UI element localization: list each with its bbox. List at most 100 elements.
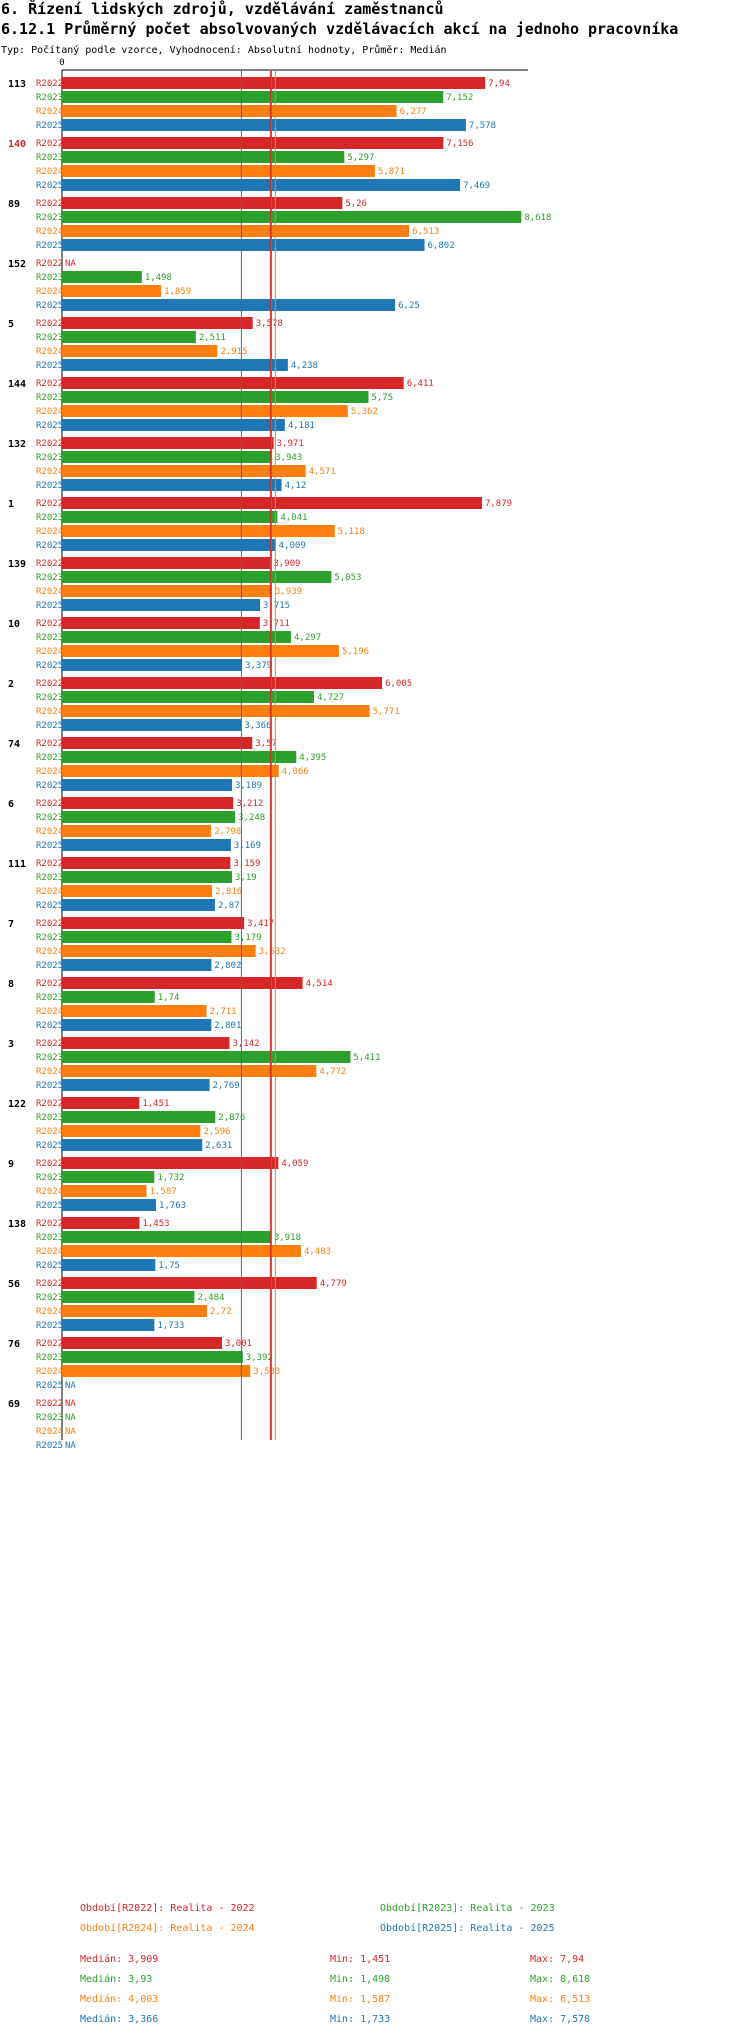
bar-152-r2024 xyxy=(62,285,162,297)
value-label: 3,212 xyxy=(236,799,263,809)
stat-min-r2025: Min: 1,733 xyxy=(330,2014,391,2025)
value-label: 3,379 xyxy=(245,661,272,671)
bar-5-r2022 xyxy=(62,317,253,329)
series-label-r2023: R2023 xyxy=(36,213,63,223)
value-label: 2,511 xyxy=(199,333,226,343)
value-label: 1,498 xyxy=(145,273,172,283)
bar-1-r2025 xyxy=(62,539,276,551)
value-label: 2,798 xyxy=(214,827,241,837)
series-label-r2023: R2023 xyxy=(36,513,63,523)
value-label: 7,156 xyxy=(446,139,473,149)
value-label: 3,417 xyxy=(247,919,274,929)
bar-3-r2024 xyxy=(62,1065,317,1077)
value-label: 1,763 xyxy=(159,1201,186,1211)
bar-138-r2025 xyxy=(62,1259,156,1271)
value-label: 4,041 xyxy=(280,513,307,523)
series-label-r2024: R2024 xyxy=(36,1367,63,1377)
series-label-r2023: R2023 xyxy=(36,1113,63,1123)
bar-5-r2024 xyxy=(62,345,218,357)
series-label-r2022: R2022 xyxy=(36,799,63,809)
bar-74-r2024 xyxy=(62,765,279,777)
series-label-r2022: R2022 xyxy=(36,439,63,449)
series-label-r2024: R2024 xyxy=(36,887,63,897)
bar-9-r2024 xyxy=(62,1185,147,1197)
value-label: 3,189 xyxy=(235,781,262,791)
bar-111-r2024 xyxy=(62,885,213,897)
value-label: NA xyxy=(65,1441,76,1451)
stat-median-r2023: Medián: 3,93 xyxy=(80,1974,153,1985)
series-label-r2023: R2023 xyxy=(36,1293,63,1303)
value-label: 7,879 xyxy=(485,499,512,509)
series-label-r2024: R2024 xyxy=(36,947,63,957)
stat-median-r2022: Medián: 3,909 xyxy=(80,1954,159,1965)
bar-139-r2022 xyxy=(62,557,271,569)
series-label-r2024: R2024 xyxy=(36,107,63,117)
series-label-r2022: R2022 xyxy=(36,619,63,629)
series-label-r2024: R2024 xyxy=(36,287,63,297)
bar-140-r2025 xyxy=(62,179,461,191)
series-label-r2025: R2025 xyxy=(36,1381,63,1391)
value-label: 4,12 xyxy=(285,481,307,491)
value-label: 1,733 xyxy=(157,1321,184,1331)
stat-max-r2025: Max: 7,578 xyxy=(530,2014,591,2025)
group-id-label: 139 xyxy=(8,559,26,570)
group-id-label: 132 xyxy=(8,439,26,450)
series-label-r2024: R2024 xyxy=(36,1007,63,1017)
stat-max-r2023: Max: 8,618 xyxy=(530,1974,591,1985)
bar-132-r2024 xyxy=(62,465,306,477)
series-label-r2022: R2022 xyxy=(36,1279,63,1289)
bar-144-r2025 xyxy=(62,419,285,431)
series-label-r2025: R2025 xyxy=(36,1081,63,1091)
series-label-r2022: R2022 xyxy=(36,1399,63,1409)
value-label: 4,395 xyxy=(299,753,326,763)
value-label: 5,196 xyxy=(342,647,369,657)
value-label: NA xyxy=(65,1381,76,1391)
bar-56-r2023 xyxy=(62,1291,195,1303)
series-label-r2025: R2025 xyxy=(36,781,63,791)
group-id-label: 144 xyxy=(8,379,26,390)
stat-max-r2024: Max: 6,513 xyxy=(530,1994,591,2005)
bar-6-r2025 xyxy=(62,839,231,851)
group-id-label: 2 xyxy=(8,679,14,690)
series-label-r2025: R2025 xyxy=(36,1261,63,1271)
bar-10-r2023 xyxy=(62,631,292,643)
bar-74-r2025 xyxy=(62,779,232,791)
series-label-r2022: R2022 xyxy=(36,739,63,749)
bar-111-r2023 xyxy=(62,871,233,883)
series-label-r2023: R2023 xyxy=(36,393,63,403)
value-label: 3,578 xyxy=(256,319,283,329)
bar-113-r2025 xyxy=(62,119,466,131)
value-label: 3,632 xyxy=(259,947,286,957)
series-label-r2023: R2023 xyxy=(36,993,63,1003)
value-label: 1,75 xyxy=(158,1261,180,1271)
value-label: 4,066 xyxy=(282,767,309,777)
value-label: 6,513 xyxy=(412,227,439,237)
value-label: 5,118 xyxy=(338,527,365,537)
value-label: 4,727 xyxy=(317,693,344,703)
value-label: 1,451 xyxy=(142,1099,169,1109)
series-label-r2023: R2023 xyxy=(36,333,63,343)
series-label-r2023: R2023 xyxy=(36,1353,63,1363)
group-id-label: 76 xyxy=(8,1339,20,1350)
bar-152-r2025 xyxy=(62,299,396,311)
value-label: 6,411 xyxy=(407,379,434,389)
bar-8-r2023 xyxy=(62,991,155,1003)
group-id-label: 7 xyxy=(8,919,14,930)
bar-6-r2022 xyxy=(62,797,234,809)
series-label-r2022: R2022 xyxy=(36,679,63,689)
value-label: 7,152 xyxy=(446,93,473,103)
value-label: 6,25 xyxy=(398,301,420,311)
bar-7-r2024 xyxy=(62,945,256,957)
series-label-r2023: R2023 xyxy=(36,153,63,163)
group-id-label: 10 xyxy=(8,619,20,630)
stat-min-r2023: Min: 1,498 xyxy=(330,1974,391,1985)
series-label-r2024: R2024 xyxy=(36,767,63,777)
value-label: 5,75 xyxy=(371,393,393,403)
bar-7-r2023 xyxy=(62,931,232,943)
series-label-r2025: R2025 xyxy=(36,421,63,431)
series-label-r2023: R2023 xyxy=(36,93,63,103)
series-label-r2022: R2022 xyxy=(36,139,63,149)
bar-138-r2023 xyxy=(62,1231,271,1243)
series-label-r2024: R2024 xyxy=(36,1427,63,1437)
bar-5-r2025 xyxy=(62,359,288,371)
